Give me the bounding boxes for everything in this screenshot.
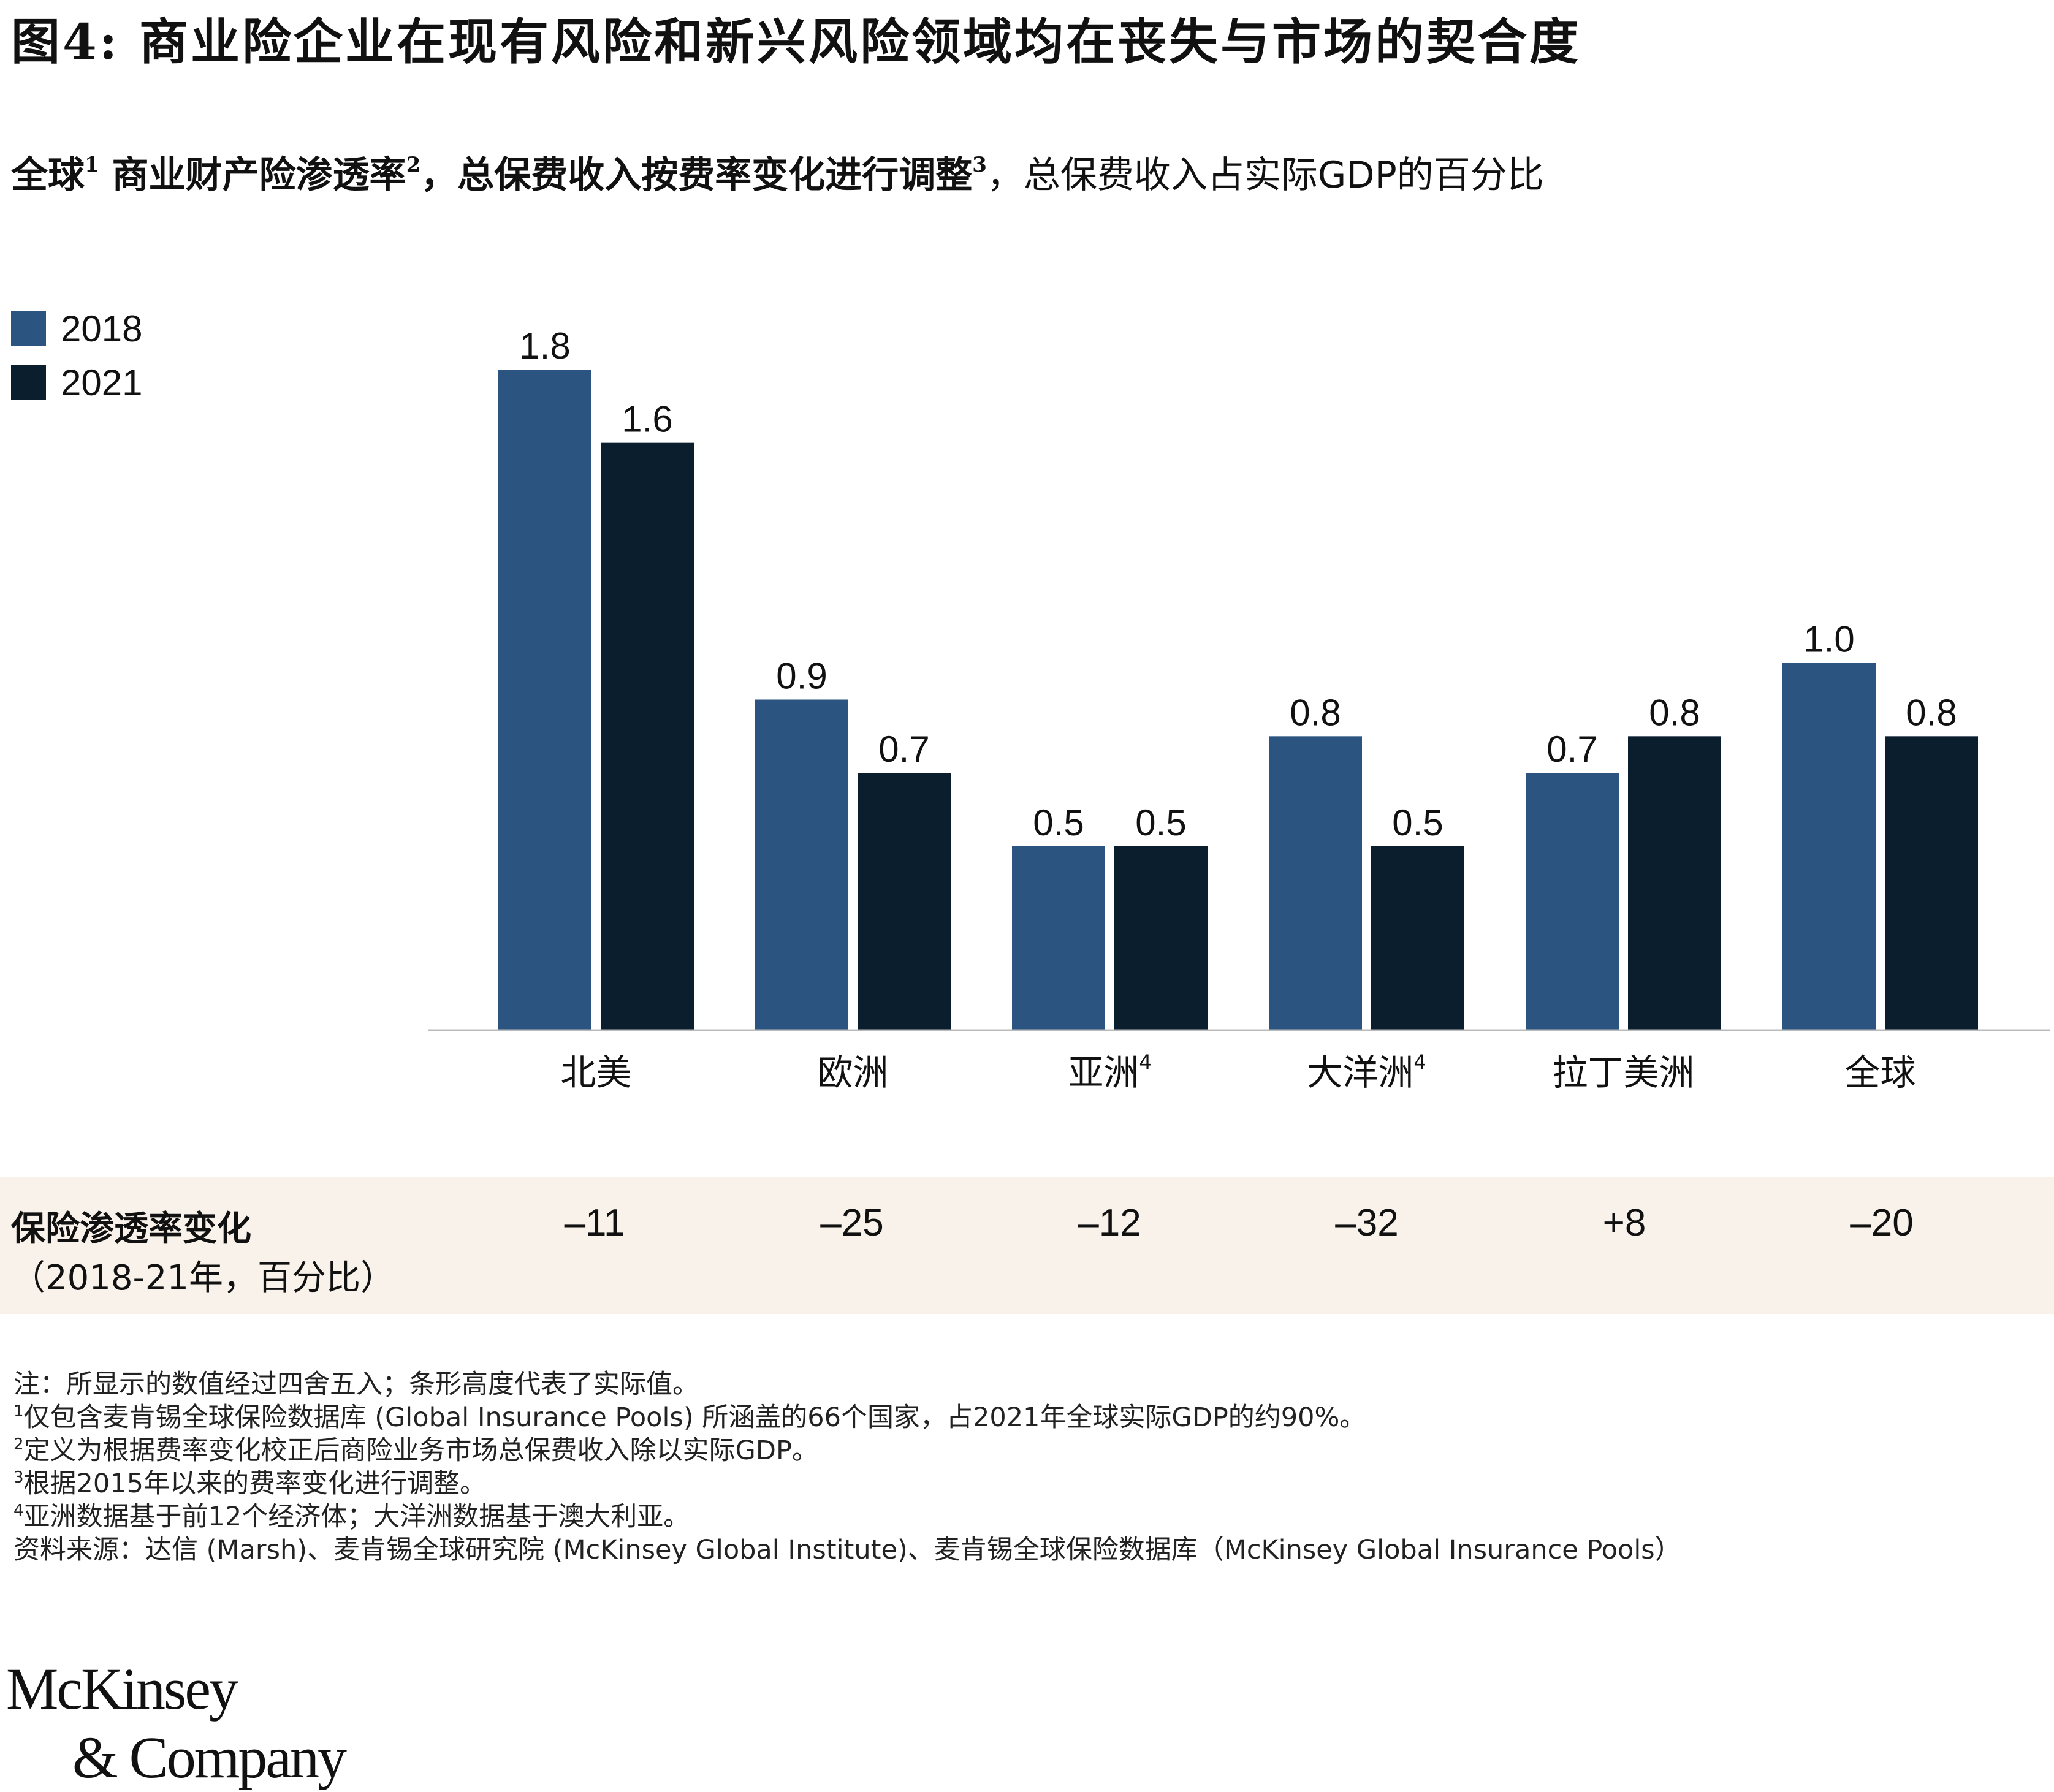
data-label-oceania-2018: 0.8 <box>1290 692 1341 733</box>
data-label-latin-america-2018: 0.7 <box>1546 729 1597 770</box>
data-label-north-america-2018: 1.8 <box>519 325 570 366</box>
footnote-source: 资料来源：达信 (Marsh)、麦肯锡全球研究院 (McKinsey Globa… <box>13 1533 1681 1566</box>
x-tick-label-asia: 亚洲4 <box>1068 1050 1151 1093</box>
footnotes: 注：所显示的数值经过四舍五入；条形高度代表了实际值。 1仅包含麦肯锡全球保险数据… <box>13 1368 1681 1566</box>
data-label-europe-2021: 0.7 <box>878 729 929 770</box>
legend-label-2021: 2021 <box>61 362 143 403</box>
footnote-sup: 3 <box>13 1468 24 1487</box>
bar-asia-2018 <box>1012 846 1105 1030</box>
change-value-oceania: –32 <box>1335 1202 1399 1244</box>
footnote-1: 1仅包含麦肯锡全球保险数据库 (Global Insurance Pools) … <box>13 1401 1681 1434</box>
subtitle-part-4: ，总保费收入占实际GDP的百分比 <box>986 154 1544 197</box>
legend-swatch-2018 <box>11 311 46 346</box>
bar-global-2021 <box>1885 736 1978 1030</box>
data-label-latin-america-2021: 0.8 <box>1649 692 1700 733</box>
footnote-text: 定义为根据费率变化校正后商险业务市场总保费收入除以实际GDP。 <box>23 1435 818 1466</box>
x-tick-label-north-america: 北美 <box>560 1052 631 1093</box>
chart-title: 图4: 商业险企业在现有风险和新兴风险领域均在丧失与市场的契合度 <box>11 13 1581 70</box>
bar-latin-america-2018 <box>1526 773 1619 1030</box>
footnote-sup: 4 <box>13 1502 24 1520</box>
footnote-text: 根据2015年以来的费率变化进行调整。 <box>23 1468 486 1499</box>
legend-label-2018: 2018 <box>61 308 143 349</box>
bar-north-america-2021 <box>601 442 694 1030</box>
bar-north-america-2018 <box>498 370 591 1030</box>
footnote-4: 4亚洲数据基于前12个经济体；大洋洲数据基于澳大利亚。 <box>13 1500 1681 1533</box>
change-title: 保险渗透率变化 <box>11 1209 251 1249</box>
bar-global-2018 <box>1782 663 1876 1030</box>
chart-legend: 2018 2021 <box>11 302 142 409</box>
data-label-europe-2018: 0.9 <box>776 656 827 697</box>
footnote-text: 仅包含麦肯锡全球保险数据库 (Global Insurance Pools) 所… <box>23 1402 1366 1433</box>
footnote-text: 注：所显示的数值经过四舍五入；条形高度代表了实际值。 <box>13 1369 699 1400</box>
subtitle-sup-2: 2 <box>406 153 421 177</box>
footnote-note: 注：所显示的数值经过四舍五入；条形高度代表了实际值。 <box>13 1368 1681 1401</box>
subtitle-part-1: 全球 <box>11 154 85 197</box>
logo-line-2: & Company <box>72 1725 347 1790</box>
subtitle-part-3: ，总保费收入按费率变化进行调整 <box>420 154 973 197</box>
subtitle-sup-3: 3 <box>972 153 987 177</box>
x-tick-label-europe: 欧洲 <box>817 1052 888 1093</box>
legend-swatch-2021 <box>11 365 46 400</box>
bar-oceania-2018 <box>1269 736 1362 1030</box>
bar-asia-2021 <box>1114 846 1208 1030</box>
footnote-sup: 2 <box>13 1435 24 1454</box>
change-value-asia: –12 <box>1078 1202 1141 1244</box>
chart-subtitle: 全球1 商业财产险渗透率2，总保费收入按费率变化进行调整3，总保费收入占实际GD… <box>11 153 1544 197</box>
data-label-north-america-2021: 1.6 <box>622 399 672 440</box>
subtitle-sup-1: 1 <box>85 153 99 177</box>
footnote-text: 资料来源：达信 (Marsh)、麦肯锡全球研究院 (McKinsey Globa… <box>13 1535 1681 1565</box>
mckinsey-logo: McKinsey & Company <box>6 1655 347 1792</box>
penetration-change-band: 保险渗透率变化 （2018-21年，百分比） –11 –25 –12 –32 +… <box>0 1177 2054 1314</box>
change-value-latin-america: +8 <box>1602 1202 1646 1244</box>
data-label-oceania-2021: 0.5 <box>1392 802 1443 843</box>
bar-europe-2018 <box>755 699 848 1030</box>
x-tick-label-latin-america: 拉丁美洲 <box>1552 1052 1694 1093</box>
footnote-3: 3根据2015年以来的费率变化进行调整。 <box>13 1467 1681 1500</box>
subtitle-part-2: 商业财产险渗透率 <box>99 154 406 197</box>
data-label-asia-2018: 0.5 <box>1033 802 1084 843</box>
x-tick-label-global: 全球 <box>1844 1052 1915 1093</box>
data-label-global-2018: 1.0 <box>1803 619 1854 660</box>
change-value-global: –20 <box>1850 1202 1914 1244</box>
data-label-global-2021: 0.8 <box>1906 692 1957 733</box>
footnote-text: 亚洲数据基于前12个经济体；大洋洲数据基于澳大利亚。 <box>23 1502 690 1532</box>
logo-line-1: McKinsey <box>6 1656 238 1722</box>
x-tick-label-oceania: 大洋洲4 <box>1307 1050 1426 1093</box>
bar-latin-america-2021 <box>1628 736 1721 1030</box>
footnote-2: 2定义为根据费率变化校正后商险业务市场总保费收入除以实际GDP。 <box>13 1434 1681 1467</box>
change-value-north-america: –11 <box>564 1202 625 1244</box>
change-subtitle: （2018-21年，百分比） <box>11 1258 395 1298</box>
data-label-asia-2021: 0.5 <box>1135 802 1186 843</box>
footnote-sup: 1 <box>13 1402 24 1421</box>
bar-chart: 1.8 1.6 北美 0.9 0.7 欧洲 0.5 0.5 亚洲4 0.8 0.5 大洋洲4 0.7 0.… <box>428 325 2050 1093</box>
bar-europe-2021 <box>858 773 951 1030</box>
legend-item-2021: 2021 <box>11 355 142 409</box>
legend-item-2018: 2018 <box>11 302 142 355</box>
change-value-europe: –25 <box>820 1202 884 1244</box>
bar-oceania-2021 <box>1371 846 1464 1030</box>
